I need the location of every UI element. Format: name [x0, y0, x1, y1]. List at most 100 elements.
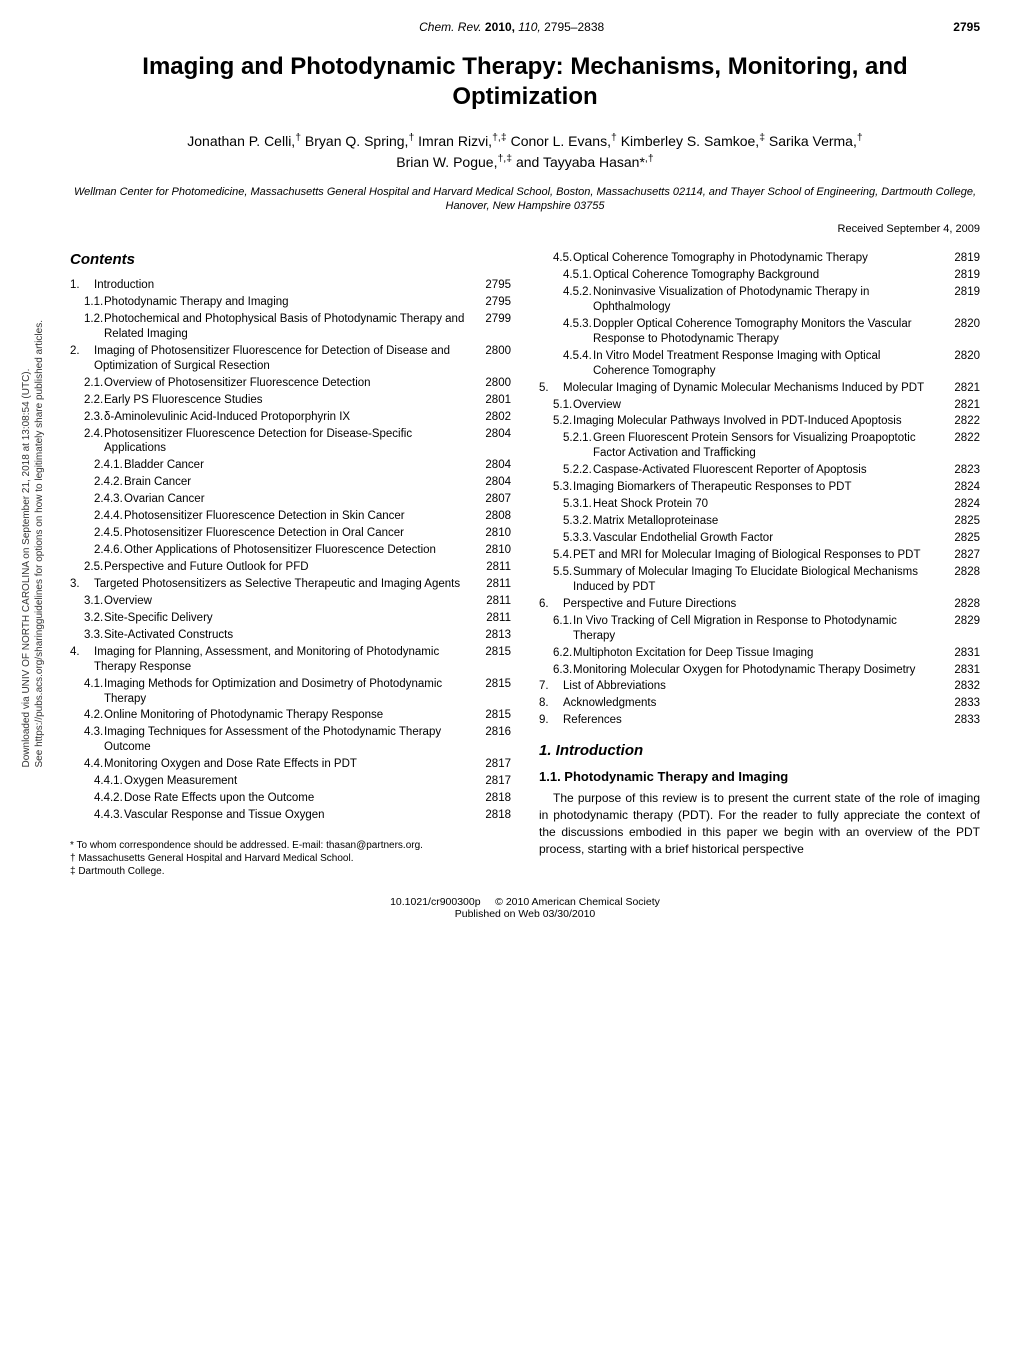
toc-number: 5.5. — [539, 565, 573, 580]
toc-page: 2811 — [477, 611, 511, 626]
toc-text: Early PS Fluorescence Studies — [104, 393, 477, 408]
toc-number: 6.3. — [539, 663, 573, 678]
toc-page: 2819 — [946, 285, 980, 300]
toc-entry: 4.2.Online Monitoring of Photodynamic Th… — [70, 708, 511, 723]
toc-entry: 5.1.Overview2821 — [539, 398, 980, 413]
toc-page: 2820 — [946, 317, 980, 332]
toc-page: 2818 — [477, 808, 511, 823]
journal-volume: 110, — [518, 20, 540, 34]
footnote-corr: * To whom correspondence should be addre… — [70, 839, 511, 852]
footer-pubdate: Published on Web 03/30/2010 — [455, 908, 596, 920]
toc-entry: 2.5.Perspective and Future Outlook for P… — [70, 560, 511, 575]
toc-entry: 2.4.4.Photosensitizer Fluorescence Detec… — [70, 509, 511, 524]
toc-entry: 4.4.Monitoring Oxygen and Dose Rate Effe… — [70, 757, 511, 772]
toc-page: 2811 — [477, 577, 511, 592]
sidebar-line1: Downloaded via UNIV OF NORTH CAROLINA on… — [21, 369, 32, 768]
toc-page: 2828 — [946, 565, 980, 580]
toc-number: 1.2. — [70, 312, 104, 327]
toc-entry: 3.Targeted Photosensitizers as Selective… — [70, 577, 511, 592]
toc-number: 4.4.2. — [70, 791, 124, 806]
toc-entry: 5.3.1.Heat Shock Protein 702824 — [539, 497, 980, 512]
toc-text: Photosensitizer Fluorescence Detection i… — [124, 509, 477, 524]
toc-page: 2815 — [477, 677, 511, 692]
toc-page: 2818 — [477, 791, 511, 806]
toc-text: Overview of Photosensitizer Fluorescence… — [104, 376, 477, 391]
footer-copyright: © 2010 American Chemical Society — [495, 896, 660, 908]
right-column: 4.5.Optical Coherence Tomography in Phot… — [539, 251, 980, 878]
toc-entry: 4.5.2.Noninvasive Visualization of Photo… — [539, 285, 980, 315]
toc-text: Introduction — [94, 278, 477, 293]
toc-page: 2823 — [946, 463, 980, 478]
toc-number: 2.4. — [70, 427, 104, 442]
journal-year: 2010, — [485, 20, 515, 34]
toc-entry: 3.3.Site-Activated Constructs2813 — [70, 628, 511, 643]
toc-entry: 2.4.1.Bladder Cancer2804 — [70, 458, 511, 473]
toc-entry: 1.2.Photochemical and Photophysical Basi… — [70, 312, 511, 342]
toc-text: Summary of Molecular Imaging To Elucidat… — [573, 565, 946, 595]
toc-text: Oxygen Measurement — [124, 774, 477, 789]
toc-entry: 2.4.5.Photosensitizer Fluorescence Detec… — [70, 526, 511, 541]
toc-entry: 4.5.Optical Coherence Tomography in Phot… — [539, 251, 980, 266]
toc-page: 2819 — [946, 268, 980, 283]
toc-page: 2804 — [477, 458, 511, 473]
toc-entry: 5.4.PET and MRI for Molecular Imaging of… — [539, 548, 980, 563]
toc-entry: 3.2.Site-Specific Delivery2811 — [70, 611, 511, 626]
toc-page: 2817 — [477, 774, 511, 789]
toc-page: 2822 — [946, 431, 980, 446]
toc-text: Optical Coherence Tomography Background — [593, 268, 946, 283]
toc-number: 3. — [70, 577, 94, 592]
toc-page: 2831 — [946, 663, 980, 678]
toc-number: 3.2. — [70, 611, 104, 626]
toc-entry: 2.2.Early PS Fluorescence Studies2801 — [70, 393, 511, 408]
toc-text: Imaging Biomarkers of Therapeutic Respon… — [573, 480, 946, 495]
toc-text: Molecular Imaging of Dynamic Molecular M… — [563, 381, 946, 396]
toc-number: 9. — [539, 713, 563, 728]
toc-left: 1.Introduction27951.1.Photodynamic Thera… — [70, 278, 511, 823]
toc-text: Imaging for Planning, Assessment, and Mo… — [94, 645, 477, 675]
contents-heading: Contents — [70, 251, 511, 268]
toc-text: Photosensitizer Fluorescence Detection i… — [124, 526, 477, 541]
toc-entry: 1.Introduction2795 — [70, 278, 511, 293]
toc-entry: 4.4.2.Dose Rate Effects upon the Outcome… — [70, 791, 511, 806]
toc-text: Photochemical and Photophysical Basis of… — [104, 312, 477, 342]
toc-entry: 8.Acknowledgments2833 — [539, 696, 980, 711]
download-sidebar: Downloaded via UNIV OF NORTH CAROLINA on… — [20, 320, 46, 767]
toc-page: 2801 — [477, 393, 511, 408]
toc-page: 2810 — [477, 543, 511, 558]
toc-entry: 6.3.Monitoring Molecular Oxygen for Phot… — [539, 663, 980, 678]
toc-text: Doppler Optical Coherence Tomography Mon… — [593, 317, 946, 347]
footer-doi: 10.1021/cr900300p — [390, 896, 481, 908]
toc-page: 2799 — [477, 312, 511, 327]
toc-page: 2821 — [946, 398, 980, 413]
toc-number: 5.3. — [539, 480, 573, 495]
toc-number: 5.3.3. — [539, 531, 593, 546]
toc-entry: 4.3.Imaging Techniques for Assessment of… — [70, 725, 511, 755]
toc-entry: 4.5.1.Optical Coherence Tomography Backg… — [539, 268, 980, 283]
toc-number: 8. — [539, 696, 563, 711]
left-column: Contents 1.Introduction27951.1.Photodyna… — [70, 251, 511, 878]
content-columns: Contents 1.Introduction27951.1.Photodyna… — [70, 251, 980, 878]
article-title: Imaging and Photodynamic Therapy: Mechan… — [70, 52, 980, 112]
toc-page: 2833 — [946, 713, 980, 728]
toc-page: 2825 — [946, 514, 980, 529]
toc-entry: 4.4.3.Vascular Response and Tissue Oxyge… — [70, 808, 511, 823]
toc-text: Photodynamic Therapy and Imaging — [104, 295, 477, 310]
toc-page: 2795 — [477, 278, 511, 293]
toc-number: 6.1. — [539, 614, 573, 629]
toc-number: 2.3. — [70, 410, 104, 425]
toc-text: Noninvasive Visualization of Photodynami… — [593, 285, 946, 315]
toc-number: 2.4.4. — [70, 509, 124, 524]
toc-entry: 2.Imaging of Photosensitizer Fluorescenc… — [70, 344, 511, 374]
toc-text: Multiphoton Excitation for Deep Tissue I… — [573, 646, 946, 661]
toc-entry: 4.1.Imaging Methods for Optimization and… — [70, 677, 511, 707]
toc-text: Brain Cancer — [124, 475, 477, 490]
toc-page: 2816 — [477, 725, 511, 740]
toc-text: Imaging of Photosensitizer Fluorescence … — [94, 344, 477, 374]
footer: 10.1021/cr900300p © 2010 American Chemic… — [70, 896, 980, 920]
toc-text: Bladder Cancer — [124, 458, 477, 473]
toc-page: 2800 — [477, 376, 511, 391]
toc-text: Perspective and Future Directions — [563, 597, 946, 612]
toc-entry: 4.5.3.Doppler Optical Coherence Tomograp… — [539, 317, 980, 347]
journal-name: Chem. Rev. — [419, 20, 481, 34]
toc-page: 2811 — [477, 594, 511, 609]
